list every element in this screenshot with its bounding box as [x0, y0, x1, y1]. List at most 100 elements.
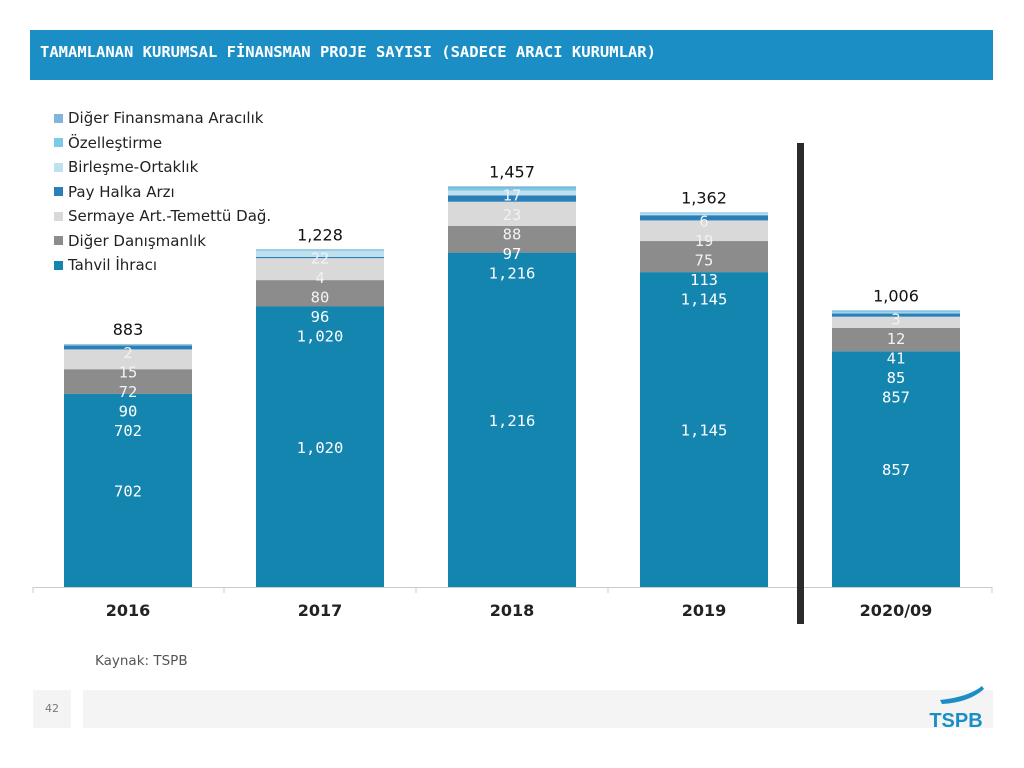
legend-label: Diğer Danışmanlık [68, 231, 206, 250]
bar-value-label: 17 [503, 186, 522, 204]
bar-value-label: 23 [503, 206, 522, 224]
bar-segment [832, 351, 960, 587]
bar-segment [448, 252, 576, 587]
legend-swatch [54, 260, 63, 270]
legend-item: Tahvil İhracı [54, 253, 271, 278]
x-tick-label: 2016 [106, 601, 151, 620]
logo-swoosh-icon [940, 686, 984, 704]
bar-segment [640, 213, 768, 214]
bar-value-label: 1,216 [489, 264, 536, 282]
bar-segment [64, 344, 192, 346]
x-tick-label: 2020/09 [860, 601, 933, 620]
legend-item: Diğer Danışmanlık [54, 229, 271, 254]
bar-segment [64, 345, 192, 350]
bar-value-label: 2 [123, 344, 132, 362]
legend-label: Birleşme-Ortaklık [68, 158, 199, 177]
bar-total-label: 1,228 [297, 225, 343, 244]
bar-segment [64, 344, 192, 345]
bar-segment [640, 272, 768, 587]
bar-value-label: 6 [699, 212, 708, 230]
stacked-bar-chart: 883215729070270220161,22822480961,0201,0… [32, 143, 993, 624]
bar-value-label: 12 [887, 330, 906, 348]
bar-segment [832, 311, 960, 313]
legend-label: Özelleştirme [68, 133, 163, 152]
bar-value-label: 97 [503, 245, 522, 263]
bar-segment [832, 316, 960, 328]
x-tick-label: 2017 [298, 601, 343, 620]
bar-segment [64, 344, 192, 345]
legend-label: Sermaye Art.-Temettü Dağ. [68, 207, 272, 226]
legend-item: Sermaye Art.-Temettü Dağ. [54, 204, 271, 229]
logo-text: TSPB [929, 710, 982, 732]
footer-bar [83, 690, 993, 728]
bar-segment [640, 220, 768, 242]
chart-legend: Diğer Finansmana Aracılık Özelleştirme Bir… [54, 106, 271, 278]
bar-segment [256, 258, 384, 281]
bar-total-label: 883 [113, 320, 144, 339]
bar-value-label: 96 [311, 308, 330, 326]
bar-segment [256, 257, 384, 259]
bar-segment [64, 369, 192, 394]
legend-swatch [54, 162, 63, 172]
bar-total-label: 1,457 [489, 162, 535, 181]
bar-value-label-main: 1,216 [489, 412, 536, 430]
bar-value-label: 75 [695, 251, 714, 269]
bar-segment [640, 241, 768, 273]
bar-segment [832, 312, 960, 314]
legend-item: Diğer Finansmana Aracılık [54, 106, 271, 131]
bar-segment [256, 306, 384, 587]
bar-value-label: 702 [114, 422, 142, 440]
bar-segment [256, 280, 384, 307]
bar-total-label: 1,006 [873, 286, 919, 305]
legend-item: Özelleştirme [54, 131, 271, 156]
bar-value-label: 4 [315, 269, 324, 287]
legend-label: Pay Halka Arzı [68, 182, 175, 201]
bar-value-label: 19 [695, 232, 714, 250]
bar-segment [448, 201, 576, 226]
legend-label: Diğer Finansmana Aracılık [68, 109, 264, 128]
legend-item: Pay Halka Arzı [54, 180, 271, 205]
tspb-logo: TSPB [929, 686, 984, 732]
bar-value-label: 90 [119, 403, 138, 421]
legend-swatch [54, 138, 63, 148]
bar-segment [448, 195, 576, 202]
bar-value-label: 113 [690, 271, 718, 289]
bar-value-label: 85 [887, 369, 906, 387]
bar-value-label: 1,145 [681, 290, 728, 308]
bar-value-label: 15 [119, 364, 138, 382]
bar-segment [256, 249, 384, 251]
bar-segment [448, 190, 576, 196]
bar-value-label: 857 [882, 388, 910, 406]
bar-segment [640, 213, 768, 216]
bar-segment [640, 215, 768, 221]
bar-value-label: 80 [311, 288, 330, 306]
period-separator [797, 143, 804, 624]
bar-segment [256, 250, 384, 251]
bar-value-label-main: 1,145 [681, 422, 728, 440]
legend-label: Tahvil İhracı [68, 256, 158, 275]
bar-segment [832, 313, 960, 317]
bar-value-label: 1,020 [297, 327, 344, 345]
bar-value-label: 22 [311, 249, 330, 267]
source-note: Kaynak: TSPB [95, 653, 188, 669]
bar-total-label: 1,362 [681, 188, 727, 207]
bar-segment [64, 349, 192, 370]
legend-item: Birleşme-Ortaklık [54, 155, 271, 180]
bar-segment [64, 393, 192, 587]
legend-swatch [54, 113, 63, 123]
x-tick-label: 2018 [490, 601, 535, 620]
bar-value-label: 72 [119, 383, 138, 401]
bar-value-label-main: 857 [882, 461, 910, 479]
bar-segment [832, 310, 960, 312]
bar-segment [448, 188, 576, 191]
bar-value-label-main: 702 [114, 482, 142, 500]
x-tick-label: 2019 [682, 601, 727, 620]
bar-segment [448, 186, 576, 189]
page-title: TAMAMLANAN KURUMSAL FİNANSMAN PROJE SAYI… [40, 43, 656, 61]
bar-value-label: 88 [503, 225, 522, 243]
bar-segment [832, 327, 960, 352]
legend-swatch [54, 211, 63, 221]
bar-segment [256, 250, 384, 257]
bar-value-label-main: 1,020 [297, 439, 344, 457]
page-number: 42 [33, 690, 71, 728]
